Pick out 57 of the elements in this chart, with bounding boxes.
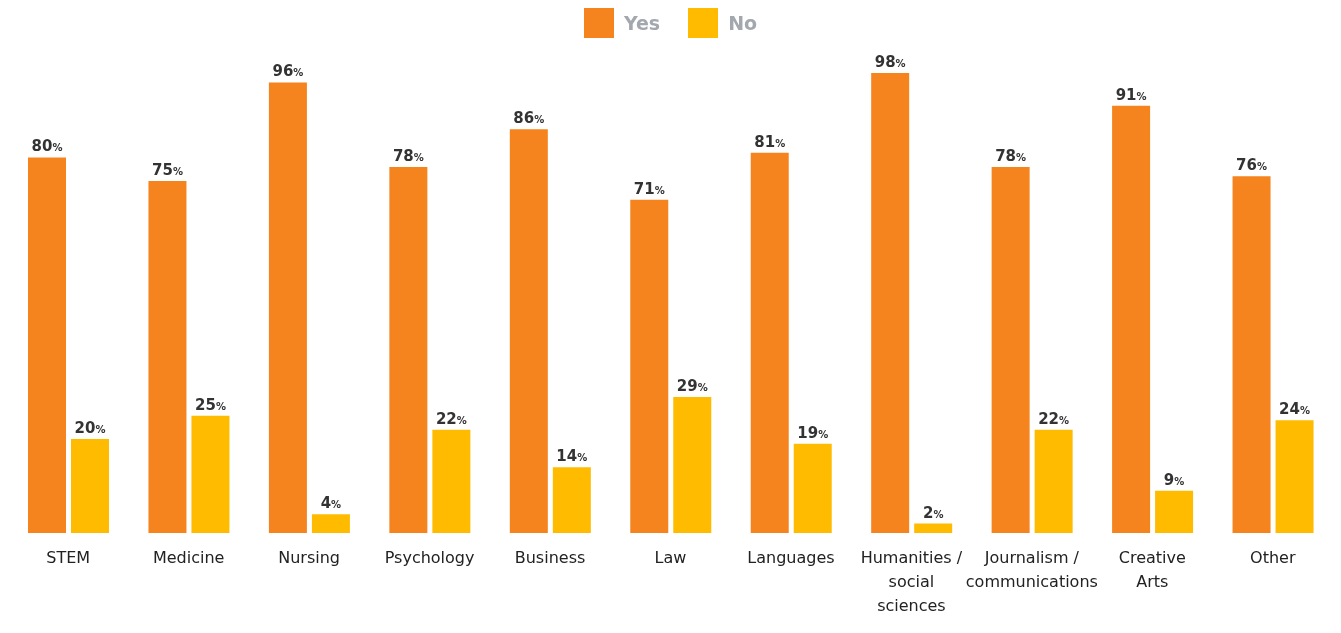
data-label: 80%	[31, 137, 63, 156]
data-label: 29%	[676, 376, 708, 395]
x-tick-label: Business	[514, 548, 586, 567]
bar	[1034, 429, 1073, 533]
data-label: 71%	[633, 179, 665, 198]
bar	[1232, 176, 1271, 533]
bar	[630, 199, 669, 533]
data-label: 86%	[513, 109, 545, 128]
x-tick-label: Languages	[747, 548, 835, 567]
bar	[1112, 105, 1151, 533]
data-label: 24%	[1279, 400, 1310, 419]
bar	[1155, 490, 1194, 533]
data-label: 98%	[874, 53, 906, 71]
x-tick-label: Nursing	[278, 548, 341, 567]
x-tick-label: Humanities / social sciences	[860, 548, 963, 615]
bar	[914, 523, 953, 533]
bar	[432, 429, 471, 533]
data-label: 19%	[797, 423, 829, 442]
data-label: 22%	[1038, 409, 1070, 428]
x-tick-label: Other	[1250, 548, 1296, 567]
data-label: 22%	[435, 409, 467, 428]
bar	[28, 157, 66, 533]
bar	[191, 415, 230, 533]
data-label: 20%	[74, 419, 106, 438]
bar	[552, 467, 591, 533]
bar	[991, 166, 1030, 533]
data-label: 25%	[195, 395, 226, 414]
bar	[750, 152, 789, 533]
bar	[509, 129, 548, 533]
bar	[268, 82, 307, 533]
x-tick-label: Law	[654, 548, 687, 567]
data-label: 91%	[1115, 85, 1147, 104]
bar	[71, 439, 109, 533]
data-label: 2%	[922, 503, 944, 522]
data-label: 78%	[392, 146, 424, 165]
bar	[311, 514, 350, 533]
data-label: 78%	[995, 146, 1027, 165]
bar	[793, 443, 832, 533]
data-label: 4%	[320, 494, 342, 513]
bar	[389, 166, 428, 533]
data-label: 9%	[1163, 470, 1185, 489]
x-tick-label: Medicine	[152, 548, 225, 567]
data-label: 96%	[272, 62, 304, 81]
x-tick-label: Journalism / communications	[965, 548, 1098, 591]
legend-label: No	[728, 12, 758, 34]
x-tick-label: Psychology	[384, 548, 475, 567]
data-label: 81%	[754, 132, 786, 151]
data-label: 75%	[152, 160, 183, 179]
legend-label: Yes	[623, 12, 661, 34]
data-label: 14%	[556, 447, 588, 466]
bar	[148, 180, 187, 533]
data-label: 76%	[1236, 156, 1267, 175]
bar	[871, 73, 910, 533]
bar	[673, 396, 712, 533]
x-tick-label: Creative Arts	[1118, 548, 1186, 591]
bar	[1275, 420, 1314, 533]
x-tick-label: STEM	[46, 548, 91, 567]
